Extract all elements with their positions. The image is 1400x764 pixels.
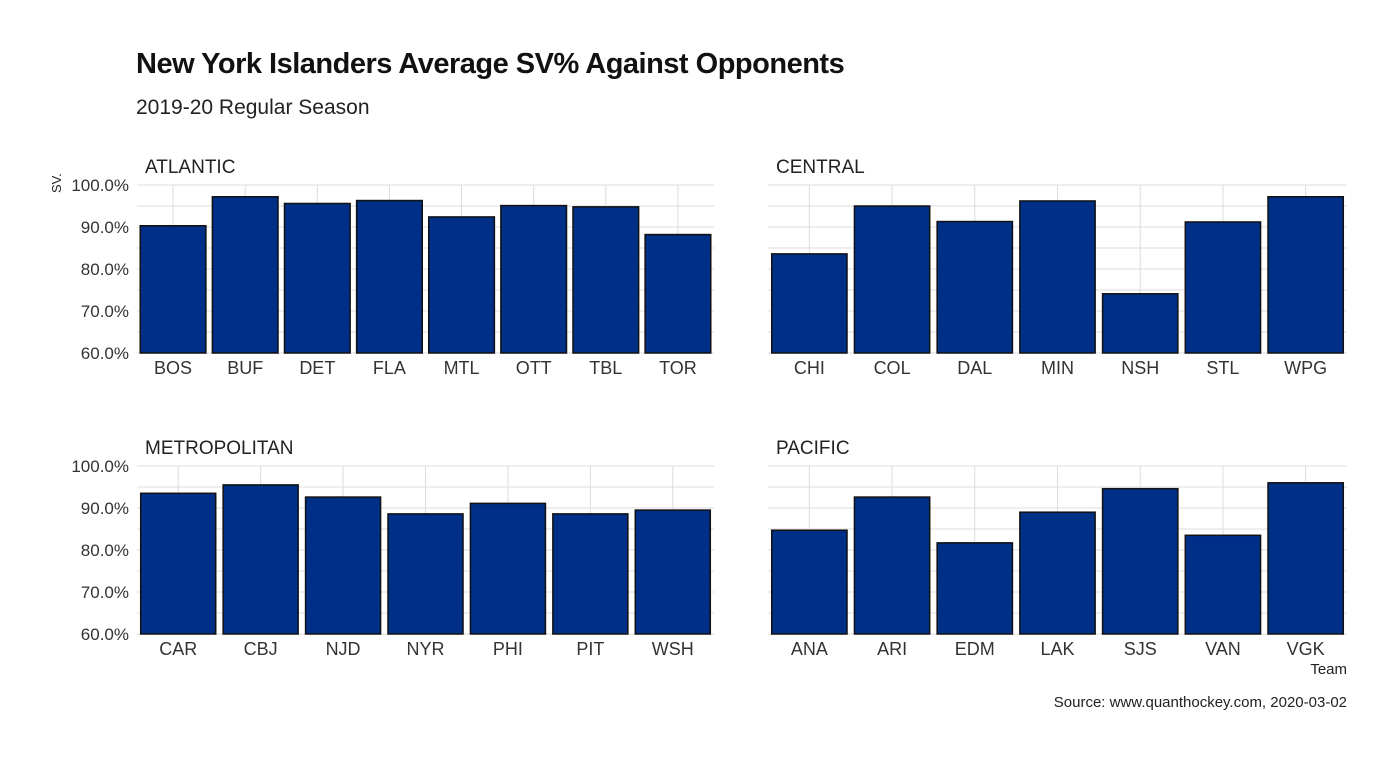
x-tick-label: BOS (154, 358, 192, 378)
panel-title: CENTRAL (776, 157, 865, 178)
bar-det (283, 202, 351, 354)
bar-njd (304, 496, 382, 635)
bar-vgk (1267, 482, 1345, 635)
bar-stl (1184, 221, 1262, 354)
bar-ott (500, 204, 568, 354)
x-tick-label: CHI (794, 358, 825, 378)
x-tick-label: ANA (791, 639, 828, 659)
x-tick-label: DAL (957, 358, 992, 378)
y-tick-label: 100.0% (71, 457, 129, 476)
bar-lak (1019, 511, 1096, 635)
x-tick-label: SJS (1124, 639, 1157, 659)
y-tick-label: 90.0% (81, 218, 129, 237)
y-tick-label: 70.0% (81, 583, 129, 602)
bar-car (139, 492, 217, 635)
bar-nsh (1101, 293, 1179, 354)
bar-wsh (634, 509, 712, 635)
x-tick-label: PHI (493, 639, 523, 659)
y-tick-label: 60.0% (81, 344, 129, 363)
bar-mtl (427, 216, 496, 354)
y-tick-label: 70.0% (81, 302, 129, 321)
x-tick-label: NYR (406, 639, 444, 659)
bar-tbl (572, 206, 640, 354)
x-tick-label: VAN (1205, 639, 1241, 659)
panel-title: ATLANTIC (145, 157, 235, 178)
x-tick-label: CAR (159, 639, 197, 659)
x-tick-label: OTT (516, 358, 552, 378)
bar-col (853, 205, 931, 354)
x-tick-label: CBJ (244, 639, 278, 659)
bar-cbj (222, 484, 299, 635)
bar-chi (770, 253, 848, 354)
bar-wpg (1267, 196, 1345, 354)
x-tick-label: EDM (955, 639, 995, 659)
bar-buf (211, 196, 279, 354)
y-tick-label: 80.0% (81, 541, 129, 560)
x-tick-label: TBL (589, 358, 622, 378)
x-tick-label: ARI (877, 639, 907, 659)
x-tick-label: LAK (1040, 639, 1074, 659)
x-tick-label: NJD (326, 639, 361, 659)
bar-dal (936, 220, 1014, 354)
bar-bos (139, 224, 207, 354)
bar-phi (469, 502, 547, 635)
x-tick-label: STL (1206, 358, 1239, 378)
x-tick-label: VGK (1287, 639, 1325, 659)
x-tick-label: MTL (444, 358, 480, 378)
y-tick-label: 90.0% (81, 499, 129, 518)
y-tick-label: 100.0% (71, 176, 129, 195)
bar-fla (355, 199, 424, 354)
bar-min (1019, 200, 1096, 354)
panel-title: PACIFIC (776, 438, 850, 459)
bar-edm (936, 542, 1014, 635)
x-axis-label: Team (1310, 661, 1347, 678)
panel-central: CENTRAL CHI COL DAL MIN NSH STL WPG (768, 157, 1347, 378)
bar-sjs (1101, 487, 1179, 635)
source-caption: Source: www.quanthockey.com, 2020-03-02 (1053, 694, 1347, 711)
bar-ana (770, 529, 848, 635)
y-tick-label: 60.0% (81, 625, 129, 644)
bar-tor (644, 233, 712, 354)
chart-subtitle: 2019-20 Regular Season (136, 96, 370, 119)
x-tick-label: MIN (1041, 358, 1074, 378)
x-tick-label: WSH (652, 639, 694, 659)
x-tick-label: FLA (373, 358, 406, 378)
y-tick-label: 80.0% (81, 260, 129, 279)
x-tick-label: DET (299, 358, 335, 378)
bar-ari (853, 496, 931, 635)
x-tick-label: BUF (227, 358, 263, 378)
x-tick-label: TOR (659, 358, 697, 378)
x-tick-label: NSH (1121, 358, 1159, 378)
x-tick-label: PIT (576, 639, 604, 659)
bar-pit (552, 513, 629, 635)
panel-title: METROPOLITAN (145, 438, 294, 459)
panel-pacific: PACIFIC ANA ARI EDM LAK SJS VAN VGK (768, 438, 1347, 659)
chart-title: New York Islanders Average SV% Against O… (136, 48, 845, 80)
x-tick-label: WPG (1284, 358, 1327, 378)
bar-van (1184, 534, 1262, 635)
panel-atlantic: ATLANTIC 60.0% 70.0% 80.0% 90.0% 100.0% BOS BUF… (71, 157, 714, 378)
panel-metropolitan: METROPOLITAN 60.0% 70.0% 80.0% 90.0% 100.0% CA… (71, 438, 714, 659)
x-tick-label: COL (874, 358, 911, 378)
bar-nyr (387, 513, 464, 635)
